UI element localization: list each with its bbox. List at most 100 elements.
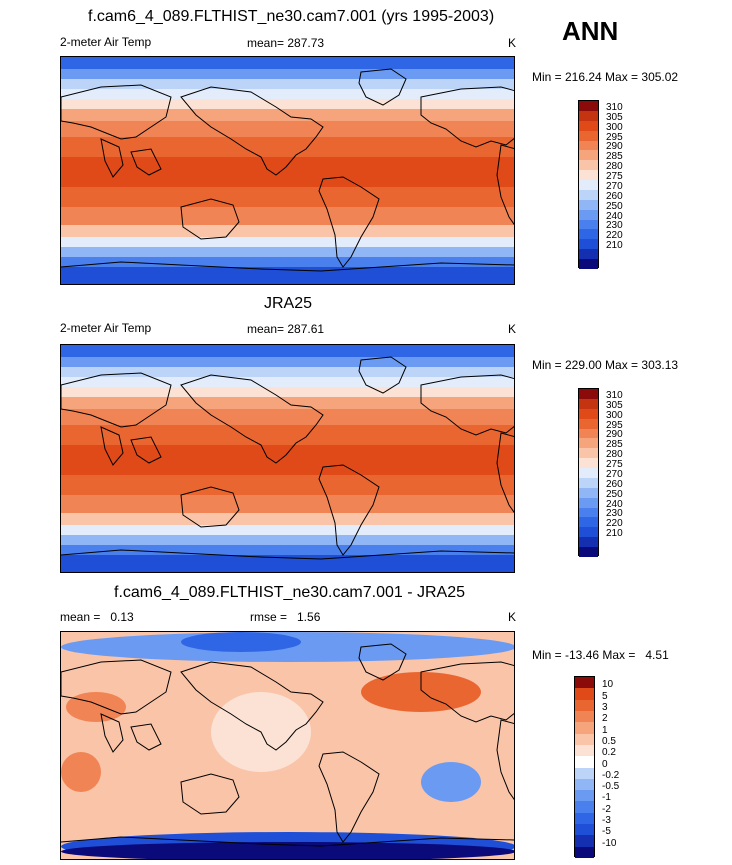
colorbar-swatch [579,468,598,478]
colorbar-tick-label: 0 [602,758,608,770]
map-band [61,225,514,237]
colorbar-tick-label: 0.5 [602,735,616,747]
colorbar-tick-label: 3 [602,701,608,713]
panel3-title: f.cam6_4_089.FLTHIST_ne30.cam7.001 - JRA… [114,584,465,601]
colorbar-tick-label: 290 [606,141,623,153]
colorbar-tick-label: 220 [606,518,623,530]
map-band [61,157,514,187]
colorbar-swatch [579,547,598,557]
coastline [496,719,514,801]
panel2-map [60,344,515,573]
colorbar-swatch [575,699,594,711]
colorbar-swatch [579,398,598,409]
colorbar-swatch [579,517,598,528]
colorbar-swatch [579,249,598,259]
panel3-units: K [508,610,517,624]
colorbar-tick-label: 2 [602,713,608,725]
map-band [61,535,514,545]
colorbar-tick-label: 305 [606,111,623,123]
colorbar-tick-label: -10 [602,837,617,849]
colorbar-swatch [579,219,598,230]
colorbar-swatch [579,120,598,131]
coastline [358,643,407,681]
panel3-map [60,631,515,860]
map-band [61,525,514,535]
colorbar-tick-label: 210 [606,240,623,252]
map-band [61,475,514,495]
colorbar-swatch [579,189,598,200]
colorbar-swatch [575,710,594,723]
coastline [358,356,407,394]
colorbar-swatch [575,733,594,745]
colorbar-tick-label: 0.2 [602,747,616,759]
colorbar-swatches [578,388,599,557]
panel1-minmax: Min = 216.24 Max = 305.02 [532,70,679,84]
map-anomaly-patch [181,632,301,652]
colorbar-tick-label: -5 [602,826,611,838]
coastline [420,374,514,436]
colorbar-tick-label: 275 [606,171,623,183]
map-band [61,207,514,225]
coastline [61,261,514,272]
colorbar-swatch [579,448,598,459]
coastline [130,436,162,464]
colorbar-tick-label: 230 [606,508,623,520]
colorbar-tick-label: 270 [606,468,623,480]
colorbar-swatch [575,801,594,813]
coastline [100,138,124,178]
panel3-rmse: rmse = 1.56 [250,610,321,624]
colorbar-swatch [575,756,594,768]
panel1-title: f.cam6_4_089.FLTHIST_ne30.cam7.001 (yrs … [88,8,495,25]
colorbar-swatch [579,537,598,547]
panel2-units: K [508,322,517,336]
map-band [61,267,514,284]
panel3-mean: mean = 0.13 [60,610,134,624]
coastline [420,661,514,723]
colorbar-swatch [579,497,598,508]
colorbar-swatch [579,487,598,498]
colorbar-swatch [575,744,594,757]
colorbar-swatches [574,676,595,858]
colorbar-tick-label: 285 [606,151,623,163]
colorbar-tick-label: 240 [606,498,623,510]
map-band [61,425,514,445]
colorbar-swatch [579,418,598,429]
panel1-map [60,56,515,285]
panel2-variable-label: 2-meter Air Temp [60,321,152,335]
colorbar-swatch [579,389,598,399]
colorbar-swatch [579,110,598,121]
colorbar-swatch [575,790,594,802]
colorbar-tick-label: -1 [602,792,611,804]
coastline [100,713,124,753]
colorbar-tick-label: 260 [606,478,623,490]
map-anomaly-patch [61,842,514,859]
coastline [130,723,162,751]
coastline [358,68,407,106]
colorbar-tick-label: 260 [606,190,623,202]
colorbar-tick-label: 285 [606,439,623,451]
map-band [61,555,514,572]
colorbar-tick-label: 290 [606,429,623,441]
colorbar-swatch [579,458,598,468]
panel1-mean: mean= 287.73 [247,36,325,50]
panel1-units: K [508,36,517,50]
coastline [180,198,240,240]
coastline [130,148,162,176]
map-anomaly-patch [341,722,411,772]
map-band [61,387,514,397]
colorbar-tick-label: -2 [602,803,611,815]
coastline [180,661,324,751]
colorbar-swatch [579,170,598,180]
colorbar-swatch [579,527,598,538]
colorbar-swatch [579,180,598,190]
coastline [318,464,380,556]
coastline [180,773,240,815]
colorbar-swatch [579,130,598,141]
panel3-minmax: Min = -13.46 Max = 4.51 [532,648,669,662]
colorbar-tick-label: 5 [602,690,608,702]
coastline [180,86,324,176]
panel2-minmax: Min = 229.00 Max = 303.13 [532,358,679,372]
map-band [61,247,514,257]
colorbar-swatch [579,101,598,111]
colorbar-tick-label: 210 [606,528,623,540]
